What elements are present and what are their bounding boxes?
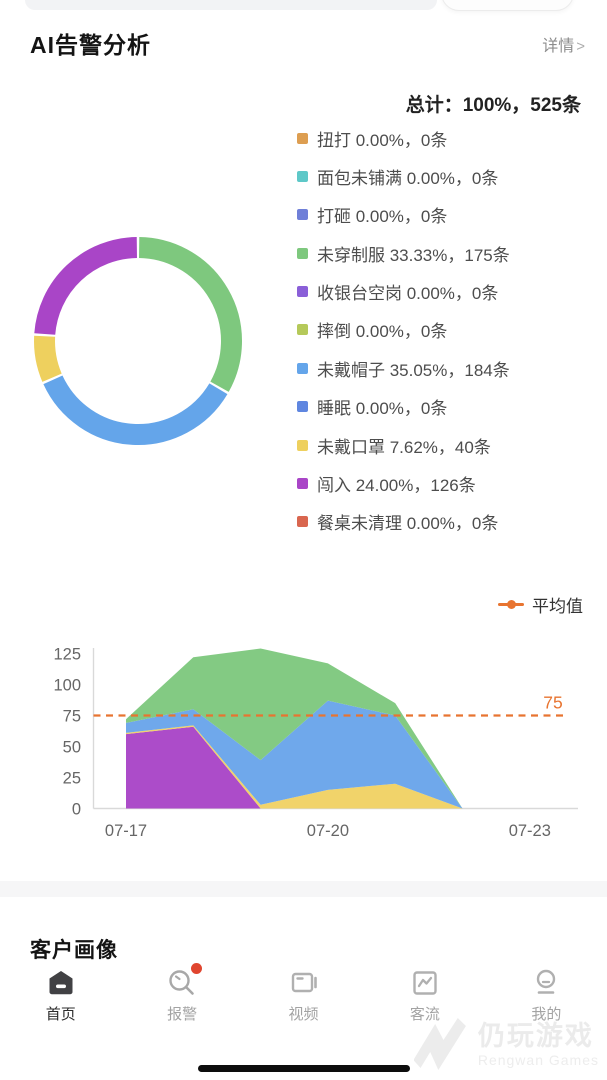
svg-text:125: 125 [53,646,81,664]
legend-swatch-icon [297,247,308,259]
legend-item-label: 餐桌未清理 0.00%，0条 [317,514,499,534]
svg-text:75: 75 [63,708,81,726]
average-legend-label: 平均值 [532,597,583,616]
legend-item-label: 面包未铺满 0.00%，0条 [317,168,499,188]
svg-text:07-20: 07-20 [307,822,349,840]
alarm-badge [191,963,203,974]
legend-swatch-icon [297,478,308,490]
pie-legend-item: 摔倒 0.00%，0条 [297,319,510,341]
tab-video[interactable]: 视频 [243,966,364,1032]
average-line-marker-icon [498,600,524,609]
legend-item-label: 摔倒 0.00%，0条 [317,322,448,342]
pie-legend-item: 面包未铺满 0.00%，0条 [297,165,510,188]
pie-legend-item: 未穿制服 33.33%，175条 [297,242,510,265]
miniprogram-capsule[interactable] [441,0,574,11]
legend-swatch-icon [297,362,308,374]
svg-text:25: 25 [63,770,81,788]
tab-alarm[interactable]: 报警 [121,963,242,1032]
video-icon [287,966,321,1000]
stacked-area-chart: 0 25 50 75 100 125 75 07-17 07-20 07-23 [53,646,578,840]
detail-link[interactable]: 详情 > [542,32,585,56]
detail-link-label: 详情 [542,38,575,55]
svg-text:75: 75 [543,693,562,713]
pie-legend-item: 餐桌未清理 0.00%，0条 [297,511,510,533]
legend-swatch-icon [297,324,308,336]
home-icon [44,966,78,1000]
chevron-right-icon: > [576,38,585,55]
tab-home-label: 首页 [45,1006,76,1023]
pie-legend-item: 睡眠 0.00%，0条 [297,396,510,418]
tab-customer-flow-label: 客流 [409,1006,440,1023]
tab-video-label: 视频 [288,1006,319,1023]
tab-customer-flow[interactable]: 客流 [364,966,485,1032]
legend-swatch-icon [297,170,308,182]
pie-legend-item: 闯入 24.00%，126条 [297,473,510,495]
pie-legend-item: 打砸 0.00%，0条 [297,204,510,226]
customer-flow-chart-icon [408,966,442,1000]
watermark-subtext: Rengwan Games [477,1051,599,1068]
legend-item-label: 睡眠 0.00%，0条 [317,399,448,419]
alarm-search-icon [165,963,203,1000]
home-indicator[interactable] [197,1065,410,1072]
customer-profile-title: 客户画像 [30,939,118,962]
search-bar-partial[interactable] [25,0,437,10]
profile-icon [529,966,563,1000]
page-title: AI告警分析 [30,32,151,58]
legend-item-label: 未戴帽子 35.05%，184条 [317,360,510,380]
tab-mine[interactable]: 我的 [486,966,607,1032]
svg-text:50: 50 [63,739,81,757]
pie-legend-item: 未戴帽子 35.05%，184条 [297,357,510,380]
legend-swatch-icon [297,516,308,528]
legend-item-label: 扭打 0.00%，0条 [317,130,448,150]
legend-swatch-icon [297,132,308,144]
legend-swatch-icon [297,439,308,451]
svg-text:100: 100 [53,677,81,695]
svg-text:07-17: 07-17 [105,822,147,840]
legend-item-label: 闯入 24.00%，126条 [317,476,476,496]
tab-home[interactable]: 首页 [0,966,121,1032]
legend-swatch-icon [297,209,308,221]
svg-text:07-23: 07-23 [509,822,551,840]
pie-legend: 扭打 0.00%，0条面包未铺满 0.00%，0条 打砸 0.00%，0条未穿制服… [297,127,510,549]
pie-legend-item: 未戴口罩 7.62%，40条 [297,434,510,457]
legend-item-label: 打砸 0.00%，0条 [317,207,448,227]
average-legend[interactable]: 平均值 [498,592,583,617]
donut-chart [34,237,242,445]
legend-item-label: 未穿制服 33.33%，175条 [317,245,510,265]
legend-swatch-icon [297,286,308,298]
section-divider [0,881,607,897]
legend-item-label: 未戴口罩 7.62%，40条 [317,437,491,457]
legend-swatch-icon [297,401,308,413]
tab-alarm-label: 报警 [167,1006,198,1023]
tab-mine-label: 我的 [531,1006,562,1023]
pie-legend-item: 收银台空岗 0.00%，0条 [297,281,510,303]
pie-total-label: 总计：100%，525条 [405,95,581,116]
legend-item-label: 收银台空岗 0.00%，0条 [317,284,499,304]
tab-bar: 首页 报警 视频 [0,963,607,1032]
pie-legend-item: 扭打 0.00%，0条 [297,127,510,150]
svg-text:0: 0 [72,801,81,819]
